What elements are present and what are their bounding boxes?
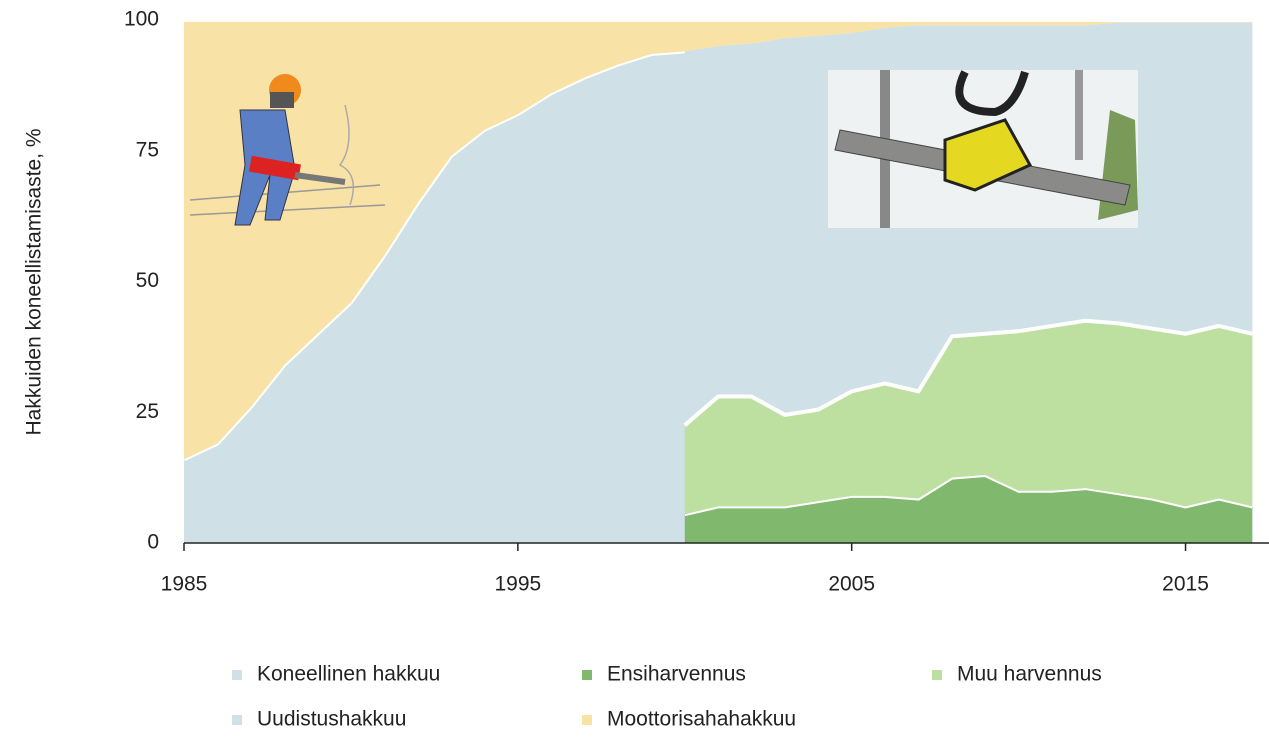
axes: Hakkuiden koneellistamisaste, % 0 25 50 75 1… — [23, 8, 1269, 596]
x-tick-label: 2015 — [1162, 573, 1209, 596]
x-tick-label: 1995 — [494, 573, 541, 596]
legend-label: Uudistushakkuu — [257, 708, 406, 731]
y-tick-label: 75 — [136, 138, 159, 161]
legend: Koneellinen hakkuu Ensiharvennus Muu harve… — [232, 663, 1102, 731]
harvester-illustration — [828, 70, 1138, 228]
area — [684, 320, 1253, 515]
legend-swatch — [232, 715, 242, 725]
area — [184, 20, 1253, 460]
legend-swatch — [932, 670, 942, 680]
legend-swatch — [232, 670, 242, 680]
legend-label: Koneellinen hakkuu — [257, 663, 440, 686]
chainsaw-illustration — [189, 74, 386, 226]
legend-label: Moottorisahahakkuu — [607, 708, 796, 731]
legend-label: Ensiharvennus — [607, 663, 746, 686]
y-tick-label: 50 — [136, 269, 159, 292]
legend-swatch — [582, 715, 592, 725]
legend-swatch — [582, 670, 592, 680]
area-edge — [683, 318, 1253, 427]
y-tick-label: 25 — [136, 400, 159, 423]
illustrations — [189, 70, 1138, 228]
x-tick-label: 1985 — [161, 573, 208, 596]
legend-label: Muu harvennus — [957, 663, 1102, 686]
y-tick-label: 100 — [124, 8, 159, 31]
x-tick-label: 2005 — [828, 573, 875, 596]
y-axis-label: Hakkuiden koneellistamisaste, % — [23, 129, 46, 436]
y-tick-label: 0 — [147, 531, 159, 554]
